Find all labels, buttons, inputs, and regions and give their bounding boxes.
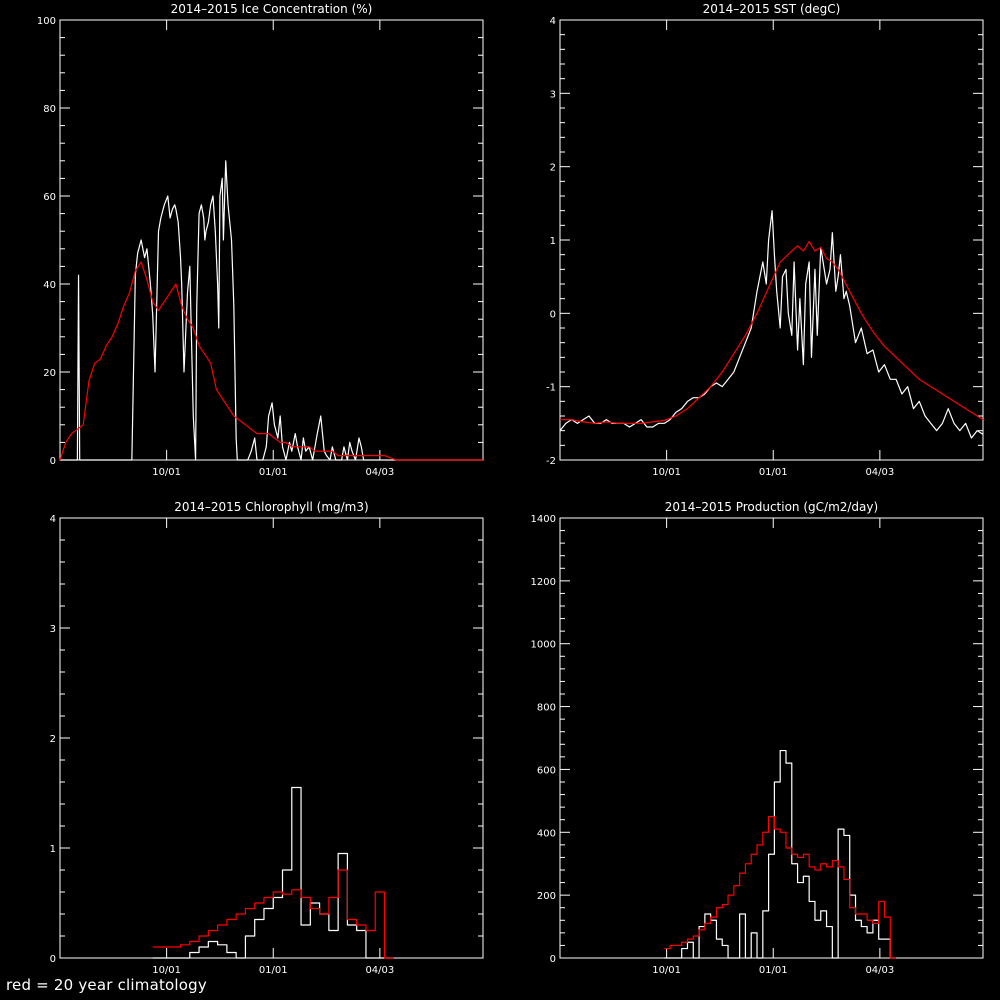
x-tick-label: 04/03 bbox=[365, 965, 394, 976]
climatology-series-line bbox=[560, 240, 984, 424]
y-tick-label: 2 bbox=[550, 163, 556, 174]
plot-frame bbox=[59, 19, 484, 461]
y-tick-label: 1 bbox=[50, 844, 56, 855]
plot-frame bbox=[559, 517, 984, 959]
chart-title: 2014–2015 Chlorophyll (mg/m3) bbox=[174, 500, 368, 514]
y-tick-label: 100 bbox=[37, 16, 56, 27]
y-tick-label: -2 bbox=[546, 456, 556, 467]
y-tick-label: 20 bbox=[43, 368, 56, 379]
plot-frame bbox=[59, 517, 484, 959]
observed-series-line bbox=[60, 160, 483, 461]
x-tick-label: 04/03 bbox=[865, 467, 894, 478]
y-tick-label: -1 bbox=[546, 383, 556, 394]
y-tick-label: 600 bbox=[537, 765, 556, 776]
x-tick-label: 01/01 bbox=[759, 965, 788, 976]
chart-title: 2014–2015 Ice Concentration (%) bbox=[171, 2, 373, 16]
climatology-series-line bbox=[152, 869, 394, 959]
y-tick-label: 60 bbox=[43, 192, 56, 203]
y-tick-label: 0 bbox=[550, 954, 556, 965]
climatology-series-line bbox=[664, 815, 897, 959]
y-tick-label: 1400 bbox=[531, 514, 556, 525]
y-tick-label: 2 bbox=[50, 734, 56, 745]
plot-frame bbox=[559, 19, 984, 461]
x-tick-label: 10/01 bbox=[652, 467, 681, 478]
y-tick-label: 3 bbox=[550, 89, 556, 100]
chart-panel-3: 2014–2015 Chlorophyll (mg/m3) 0 1 2 3 4 10/01 0… bbox=[50, 500, 484, 976]
x-tick-label: 01/01 bbox=[259, 467, 288, 478]
x-tick-label: 04/03 bbox=[865, 965, 894, 976]
climatology-series-line bbox=[59, 261, 483, 461]
chart-title: 2014–2015 SST (degC) bbox=[703, 2, 841, 16]
y-tick-label: 0 bbox=[50, 456, 56, 467]
observed-series-line bbox=[559, 210, 984, 439]
y-tick-label: 1200 bbox=[531, 577, 556, 588]
y-tick-label: 1 bbox=[550, 236, 556, 247]
chart-title: 2014–2015 Production (gC/m2/day) bbox=[665, 500, 878, 514]
y-tick-label: 4 bbox=[550, 16, 556, 27]
y-tick-label: 1000 bbox=[531, 640, 556, 651]
x-tick-label: 10/01 bbox=[152, 467, 181, 478]
x-tick-label: 01/01 bbox=[259, 965, 288, 976]
observed-series-line bbox=[152, 786, 394, 959]
x-tick-label: 10/01 bbox=[652, 965, 681, 976]
y-tick-label: 40 bbox=[43, 280, 56, 291]
y-tick-label: 400 bbox=[537, 828, 556, 839]
y-tick-label: 3 bbox=[50, 624, 56, 635]
chart-panel-2: 2014–2015 SST (degC) -2 -1 0 1 2 3 4 10/01 01/01 0… bbox=[546, 2, 984, 478]
x-tick-label: 04/03 bbox=[365, 467, 394, 478]
y-tick-label: 200 bbox=[537, 891, 556, 902]
y-tick-label: 4 bbox=[50, 514, 56, 525]
footnote: red = 20 year climatology bbox=[6, 976, 207, 994]
y-tick-label: 0 bbox=[550, 309, 556, 320]
y-tick-label: 800 bbox=[537, 703, 556, 714]
chart-panel-1: 2014–2015 Ice Concentration (%) 0 20 40 60 80… bbox=[37, 2, 484, 478]
x-tick-label: 10/01 bbox=[152, 965, 181, 976]
y-tick-label: 80 bbox=[43, 104, 56, 115]
observed-series-line bbox=[664, 749, 897, 959]
x-tick-label: 01/01 bbox=[759, 467, 788, 478]
y-tick-label: 0 bbox=[50, 954, 56, 965]
chart-panel-4: 2014–2015 Production (gC/m2/day) 0 200 400 6… bbox=[531, 500, 984, 976]
